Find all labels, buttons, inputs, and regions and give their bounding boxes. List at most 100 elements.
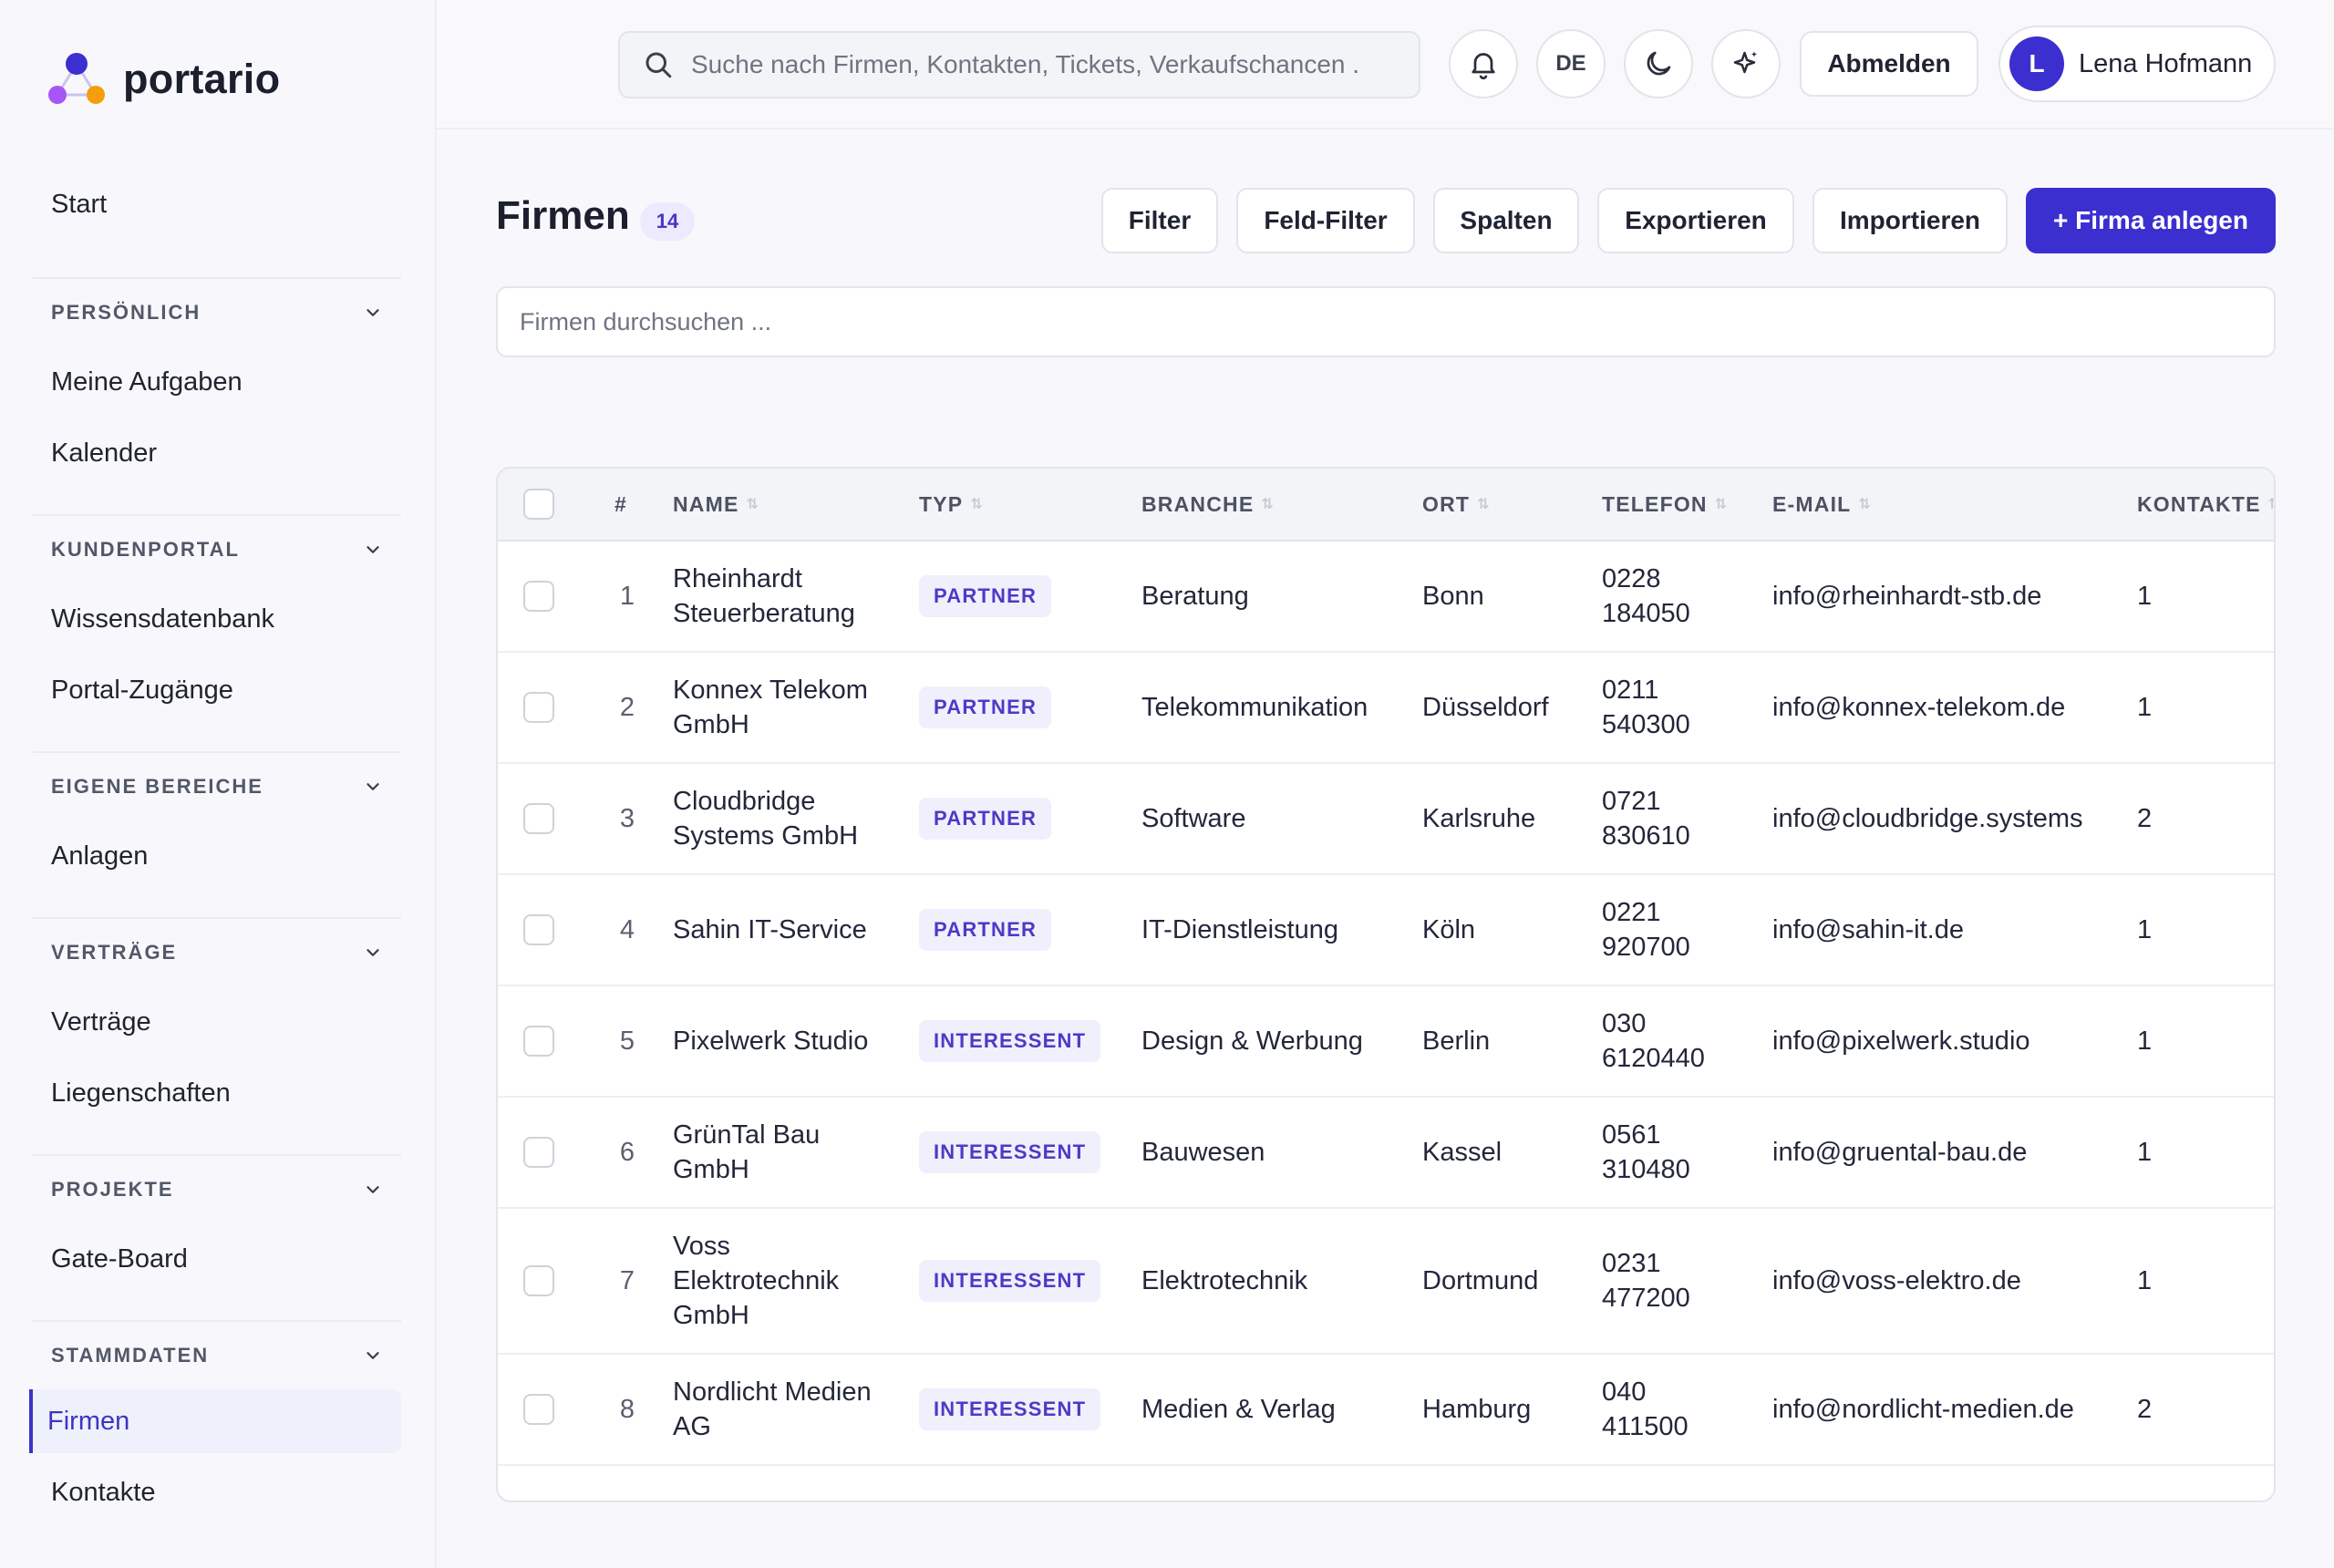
global-search-input[interactable] [691,50,1384,79]
sidebar-item-meine-aufgaben[interactable]: Meine Aufgaben [51,366,243,397]
sidebar-item-firmen[interactable]: Firmen [29,1389,401,1453]
nav-section-stammdaten: STAMMDATEN Firmen Kontakte [29,1320,401,1528]
ai-assistant-button[interactable] [1711,29,1781,98]
section-toggle-vertraege[interactable]: VERTRÄGE [33,919,401,986]
type-cell: PARTNER [919,875,1052,985]
type-badge: INTERESSENT [919,1388,1101,1430]
company-name[interactable]: Rheinhardt Steuerberatung [673,564,855,628]
company-name[interactable]: Sahin IT-Service [673,915,867,944]
email-cell[interactable]: info@nordlicht-medien.de [1772,1395,2074,1424]
column-header-branch[interactable]: BRANCHE ⇅ [1141,469,1275,540]
sidebar-item-kalender[interactable]: Kalender [51,438,158,468]
columns-button[interactable]: Spalten [1433,188,1579,253]
section-toggle-stammdaten[interactable]: STAMMDATEN [33,1322,401,1389]
phone-cell: 040 411500 [1602,1377,1689,1441]
row-checkbox[interactable] [523,1026,554,1057]
branch-cell: Bauwesen [1141,1138,1265,1167]
company-name[interactable]: Pixelwerk Studio [673,1026,869,1056]
column-header-email[interactable]: E-MAIL ⇅ [1772,469,1872,540]
import-button[interactable]: Importieren [1812,188,2008,253]
company-search[interactable] [496,286,2276,357]
table-header: # NAME ⇅ TYP ⇅ BRANCHE ⇅ ORT ⇅ TELEFON ⇅ E-MA… [498,469,2274,542]
user-name: Lena Hofmann [2079,48,2253,78]
row-number: 8 [619,1395,635,1424]
logo[interactable]: portario [45,51,280,108]
export-button[interactable]: Exportieren [1597,188,1794,253]
contacts-cell: 1 [2137,1266,2153,1295]
type-cell: PARTNER [919,653,1052,762]
email-cell[interactable]: info@cloudbridge.systems [1772,804,2083,833]
row-checkbox[interactable] [523,1137,554,1168]
sidebar-item-wissensdatenbank[interactable]: Wissensdatenbank [51,603,275,634]
company-name[interactable]: Nordlicht Medien AG [673,1377,872,1441]
table-row[interactable]: 2 Konnex Telekom GmbH PARTNER Telekommunika… [498,653,2274,764]
field-filter-button[interactable]: Feld-Filter [1236,188,1415,253]
company-name[interactable]: GrünTal Bau GmbH [673,1120,821,1184]
section-toggle-kundenportal[interactable]: KUNDENPORTAL [33,516,401,583]
column-header-type[interactable]: TYP ⇅ [919,469,984,540]
phone-cell: 030 6120440 [1602,1009,1705,1073]
sidebar-item-liegenschaften[interactable]: Liegenschaften [51,1078,231,1108]
sidebar-item-anlagen[interactable]: Anlagen [51,841,149,871]
filter-button[interactable]: Filter [1101,188,1218,253]
notifications-button[interactable] [1449,29,1518,98]
dark-mode-button[interactable] [1624,29,1693,98]
contacts-cell: 1 [2137,582,2153,611]
company-name[interactable]: Cloudbridge Systems GmbH [673,787,859,851]
column-header-contacts[interactable]: KONTAKTE ⇅ [2137,469,2274,540]
email-cell[interactable]: info@sahin-it.de [1772,915,1964,944]
section-toggle-eigene-bereiche[interactable]: EIGENE BEREICHE [33,753,401,820]
user-menu[interactable]: L Lena Hofmann [1998,26,2276,102]
row-checkbox[interactable] [523,692,554,723]
branch-cell: Elektrotechnik [1141,1266,1308,1295]
table-row[interactable]: 1 Rheinhardt Steuerberatung PARTNER Beratun… [498,542,2274,653]
count-badge: 14 [640,202,695,241]
sidebar-item-start[interactable]: Start [51,190,108,219]
row-checkbox-cell [523,1209,554,1353]
city-cell: Berlin [1422,1026,1491,1056]
type-badge: PARTNER [919,686,1052,728]
table-row[interactable]: 3 Cloudbridge Systems GmbH PARTNER Software… [498,764,2274,875]
table-row[interactable]: 6 GrünTal Bau GmbH INTERESSENT Bauwesen Kass… [498,1098,2274,1209]
add-company-button[interactable]: + Firma anlegen [2026,188,2276,253]
row-checkbox[interactable] [523,581,554,612]
city-cell: Köln [1422,915,1476,944]
contacts-cell: 1 [2137,1138,2153,1167]
email-cell[interactable]: info@konnex-telekom.de [1772,693,2066,722]
phone-cell: 0231 477200 [1602,1249,1690,1313]
email-cell[interactable]: info@pixelwerk.studio [1772,1026,2030,1056]
company-search-input[interactable] [520,307,2161,336]
select-all-checkbox[interactable] [523,489,554,520]
company-name[interactable]: Voss Elektrotechnik GmbH [673,1232,840,1330]
row-checkbox[interactable] [523,914,554,945]
section-toggle-projekte[interactable]: PROJEKTE [33,1156,401,1223]
column-header-phone[interactable]: TELEFON ⇅ [1602,469,1728,540]
table-row[interactable]: 4 Sahin IT-Service PARTNER IT-Dienstleistun… [498,875,2274,986]
row-checkbox-cell [523,764,554,873]
logout-button[interactable]: Abmelden [1800,31,1978,97]
company-name[interactable]: Konnex Telekom GmbH [673,676,868,739]
sidebar-item-kontakte[interactable]: Kontakte [51,1477,156,1507]
table-row[interactable]: 8 Nordlicht Medien AG INTERESSENT Medien & … [498,1355,2274,1466]
nav-section-projekte: PROJEKTE Gate-Board [33,1154,401,1295]
row-checkbox[interactable] [523,1394,554,1425]
email-cell[interactable]: info@rheinhardt-stb.de [1772,582,2042,611]
table-row[interactable]: 5 Pixelwerk Studio INTERESSENT Design & Wer… [498,986,2274,1098]
column-header-city[interactable]: ORT ⇅ [1422,469,1491,540]
row-checkbox[interactable] [523,803,554,834]
sidebar-item-portal-zugaenge[interactable]: Portal-Zugänge [51,675,233,705]
row-checkbox[interactable] [523,1265,554,1296]
sidebar-item-vertraege[interactable]: Verträge [51,1006,151,1037]
sidebar-item-gate-board[interactable]: Gate-Board [51,1243,188,1274]
contacts-cell: 1 [2137,915,2153,944]
global-search[interactable] [618,31,1420,98]
type-badge: INTERESSENT [919,1131,1101,1173]
sparkle-icon [1733,51,1757,74]
table-row[interactable]: 7 Voss Elektrotechnik GmbH INTERESSENT Elek… [498,1209,2274,1355]
moon-icon [1647,51,1671,76]
language-button[interactable]: DE [1536,29,1606,98]
email-cell[interactable]: info@gruental-bau.de [1772,1138,2028,1167]
column-header-name[interactable]: NAME ⇅ [673,469,759,540]
section-toggle-persoenlich[interactable]: PERSÖNLICH [33,279,401,346]
email-cell[interactable]: info@voss-elektro.de [1772,1266,2021,1295]
